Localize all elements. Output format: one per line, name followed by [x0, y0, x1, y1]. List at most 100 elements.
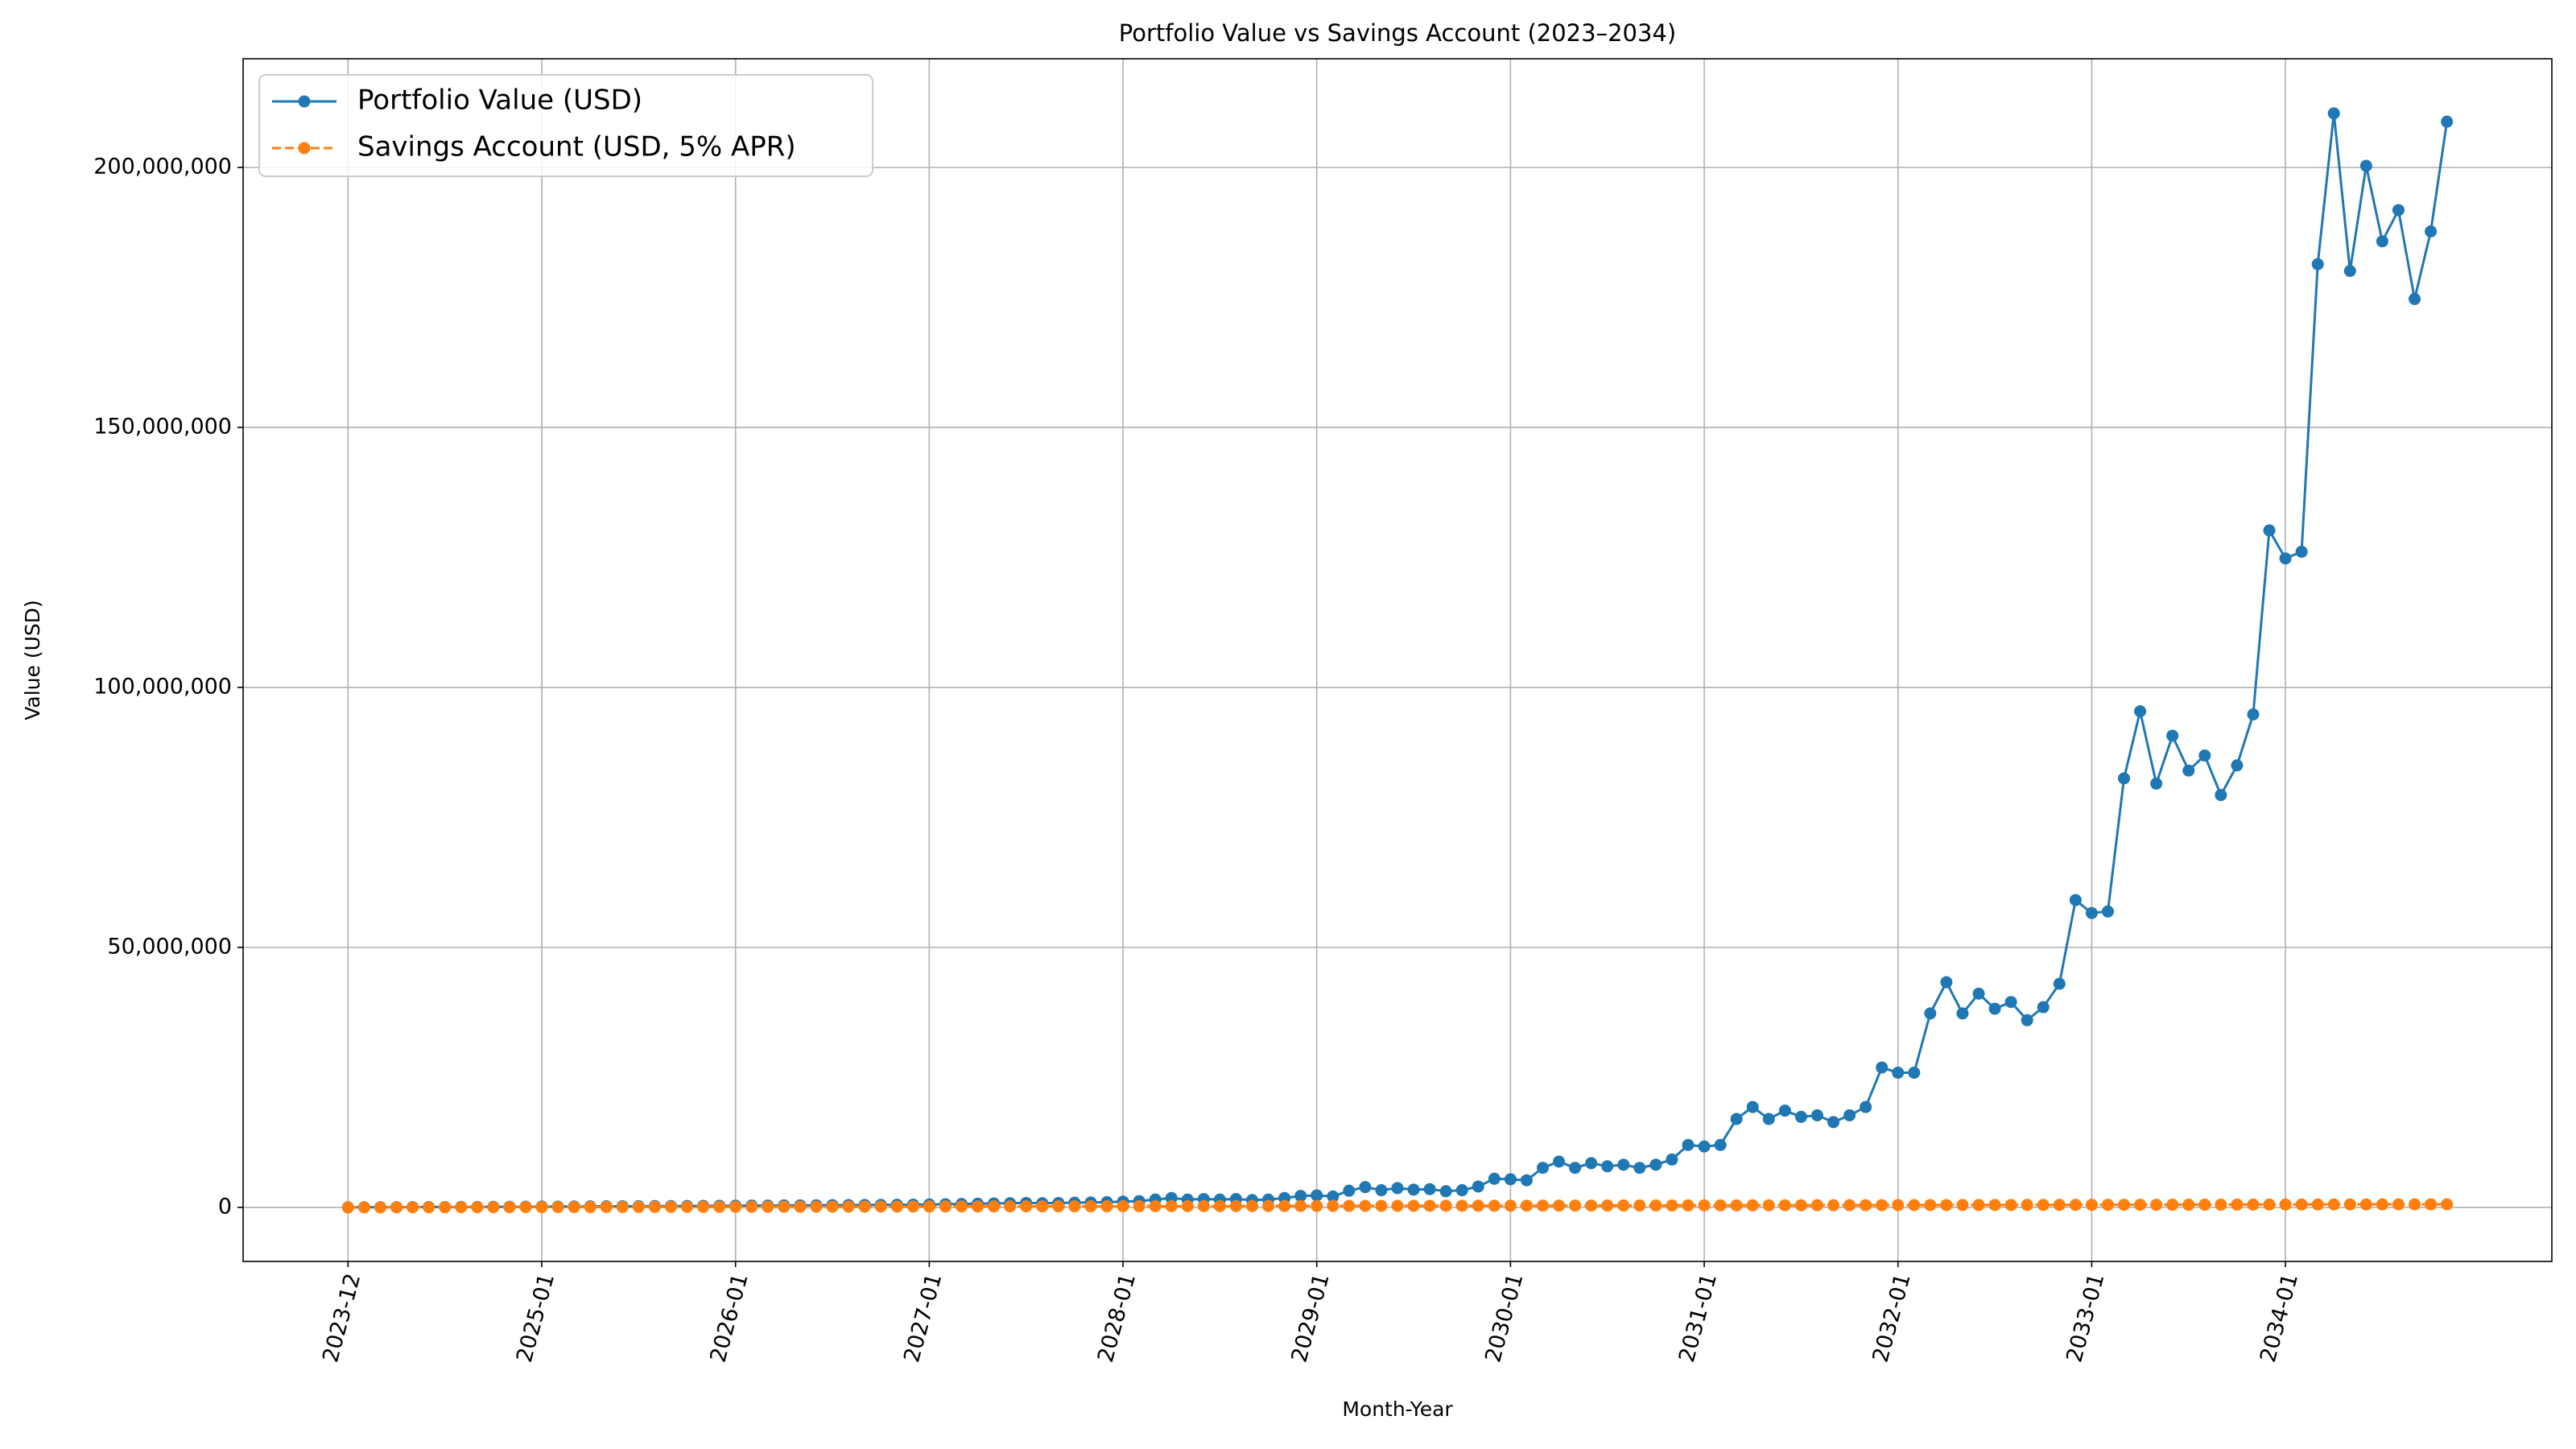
data-point	[2037, 1199, 2050, 1212]
y-tick-label: 150,000,000	[93, 414, 232, 439]
data-point	[1762, 1113, 1775, 1125]
data-point	[826, 1200, 839, 1213]
data-point	[1585, 1157, 1598, 1170]
data-point	[2215, 1198, 2227, 1211]
data-point	[1940, 976, 1953, 989]
data-point	[423, 1201, 436, 1214]
data-point	[1117, 1199, 1129, 1212]
data-point	[810, 1200, 823, 1213]
data-point	[2376, 1198, 2388, 1211]
data-point	[664, 1200, 677, 1213]
y-tick-label: 200,000,000	[93, 154, 232, 179]
data-point	[1197, 1199, 1210, 1212]
data-point	[1391, 1199, 1404, 1212]
data-point	[1682, 1138, 1695, 1151]
data-point	[2150, 777, 2163, 790]
data-point	[1794, 1110, 1807, 1123]
data-point	[1375, 1199, 1388, 1212]
data-point	[1988, 1199, 2001, 1212]
data-point	[842, 1200, 855, 1213]
data-point	[1455, 1184, 1468, 1197]
data-point	[439, 1201, 452, 1214]
y-axis-label: Value (USD)	[21, 600, 44, 720]
data-point	[1262, 1199, 1275, 1212]
data-point	[1827, 1116, 1840, 1129]
data-point	[713, 1200, 726, 1213]
data-point	[648, 1200, 661, 1213]
data-point	[1359, 1181, 1372, 1194]
data-point	[1876, 1061, 1889, 1074]
data-point	[600, 1200, 613, 1213]
data-point	[2166, 729, 2179, 742]
data-point	[1504, 1173, 1517, 1186]
data-point	[551, 1200, 564, 1213]
data-point	[2279, 1198, 2292, 1211]
legend-box	[258, 74, 873, 177]
data-point	[1730, 1199, 1743, 1212]
data-point	[1488, 1199, 1501, 1212]
data-point	[1068, 1200, 1081, 1213]
data-point	[2182, 764, 2195, 777]
data-point	[1504, 1199, 1517, 1212]
data-point	[616, 1200, 629, 1213]
data-point	[2021, 1199, 2033, 1212]
data-point	[1472, 1180, 1484, 1193]
data-point	[762, 1200, 774, 1213]
data-point	[407, 1201, 419, 1214]
data-point	[1569, 1199, 1582, 1212]
data-point	[1520, 1199, 1533, 1212]
data-point	[2101, 905, 2114, 918]
data-point	[745, 1200, 758, 1213]
data-point	[2327, 1198, 2340, 1211]
data-point	[1876, 1199, 1889, 1212]
data-point	[939, 1200, 952, 1213]
data-point	[1924, 1199, 1937, 1212]
data-point	[1375, 1184, 1388, 1197]
data-point	[1908, 1199, 1921, 1212]
data-point	[1004, 1200, 1017, 1213]
data-point	[1100, 1199, 1113, 1212]
data-point	[2069, 894, 2082, 906]
data-point	[1585, 1199, 1598, 1212]
data-point	[2441, 1198, 2454, 1211]
data-point	[2263, 1198, 2276, 1211]
data-point	[2392, 204, 2405, 217]
data-point	[2409, 1198, 2421, 1211]
data-point	[1843, 1199, 1856, 1212]
data-point	[2182, 1199, 2195, 1212]
data-point	[2343, 1198, 2356, 1211]
data-point	[1229, 1199, 1242, 1212]
data-point	[1165, 1199, 1178, 1212]
data-point	[1649, 1199, 1662, 1212]
data-point	[2441, 115, 2454, 128]
data-point	[1294, 1199, 1307, 1212]
data-point	[1439, 1185, 1452, 1198]
data-point	[1520, 1174, 1533, 1187]
data-point	[374, 1201, 386, 1214]
data-point	[972, 1200, 985, 1213]
data-point	[1666, 1153, 1678, 1166]
data-point	[2295, 1198, 2308, 1211]
data-point	[2134, 705, 2147, 718]
data-point	[1972, 987, 1985, 1000]
data-point	[1423, 1199, 1436, 1212]
data-point	[923, 1200, 935, 1213]
data-point	[1908, 1067, 1921, 1080]
data-point	[906, 1200, 919, 1213]
y-tick-label: 0	[218, 1194, 232, 1219]
data-point	[390, 1201, 403, 1214]
plot-frame	[242, 58, 2553, 1262]
legend-marker	[298, 142, 311, 155]
legend-marker	[298, 95, 311, 108]
data-point	[2295, 545, 2308, 558]
data-point	[2069, 1199, 2082, 1212]
data-point	[1778, 1199, 1791, 1212]
data-point	[1698, 1199, 1711, 1212]
data-point	[1601, 1160, 1614, 1173]
data-point	[1666, 1199, 1678, 1212]
data-point	[858, 1200, 871, 1213]
data-point	[1649, 1158, 1662, 1171]
data-point	[1617, 1199, 1630, 1212]
data-point	[487, 1201, 500, 1214]
